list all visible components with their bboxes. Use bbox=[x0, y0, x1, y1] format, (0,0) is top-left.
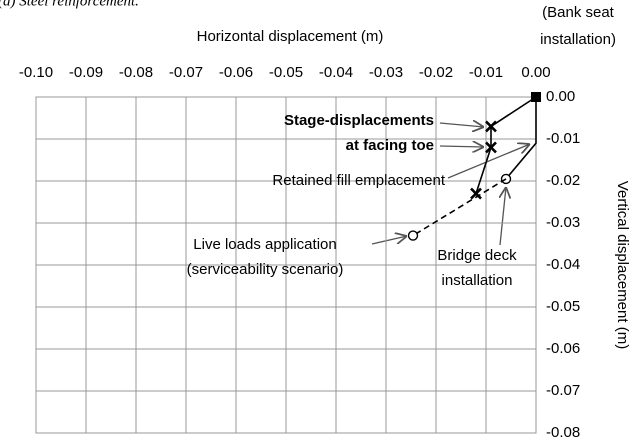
x-tick-label: -0.04 bbox=[319, 64, 353, 81]
x-tick-label: -0.09 bbox=[69, 64, 103, 81]
y-axis-title: Vertical displacement (m) bbox=[614, 181, 631, 349]
x-tick-label: -0.07 bbox=[169, 64, 203, 81]
marker-cross bbox=[485, 141, 497, 154]
x-tick-label: -0.10 bbox=[19, 64, 53, 81]
x-axis-title: Horizontal displacement (m) bbox=[197, 28, 384, 45]
y-tick-label: -0.07 bbox=[546, 382, 580, 399]
x-tick-label: -0.08 bbox=[119, 64, 153, 81]
marker-cross bbox=[470, 187, 482, 200]
y-tick-label: 0.00 bbox=[546, 88, 575, 105]
y-tick-label: -0.06 bbox=[546, 340, 580, 357]
series-line bbox=[412, 178, 507, 237]
annotation: Bridge deck bbox=[437, 247, 517, 264]
annotation-arrows bbox=[371, 123, 530, 246]
series-line bbox=[505, 97, 537, 180]
y-tick-label: -0.04 bbox=[546, 256, 580, 273]
marker-cross bbox=[485, 120, 497, 133]
series-line bbox=[475, 96, 537, 194]
annotation: Retained fill emplacement bbox=[272, 172, 445, 189]
annotation: Live loads application bbox=[193, 236, 336, 253]
annotation: installation bbox=[442, 272, 513, 289]
y-tick-label: -0.02 bbox=[546, 172, 580, 189]
x-tick-label: -0.05 bbox=[269, 64, 303, 81]
annotation: (serviceability scenario) bbox=[187, 261, 344, 278]
annotation: Stage-displacements bbox=[284, 112, 434, 129]
x-tick-label: -0.06 bbox=[219, 64, 253, 81]
y-tick-label: -0.03 bbox=[546, 214, 580, 231]
x-tick-label: -0.02 bbox=[419, 64, 453, 81]
y-tick-label: -0.01 bbox=[546, 130, 580, 147]
annotation: at facing toe bbox=[346, 137, 434, 154]
x-tick-label: -0.03 bbox=[369, 64, 403, 81]
chart-title: (d) Steel reinforcement. bbox=[0, 0, 139, 9]
x-tick-label: -0.01 bbox=[469, 64, 503, 81]
corner-note: installation) bbox=[540, 31, 616, 48]
y-tick-label: -0.05 bbox=[546, 298, 580, 315]
y-tick-label: -0.08 bbox=[546, 424, 580, 440]
corner-note: (Bank seat bbox=[542, 4, 615, 21]
x-tick-label: 0.00 bbox=[521, 64, 550, 81]
marker-circle bbox=[407, 230, 419, 241]
